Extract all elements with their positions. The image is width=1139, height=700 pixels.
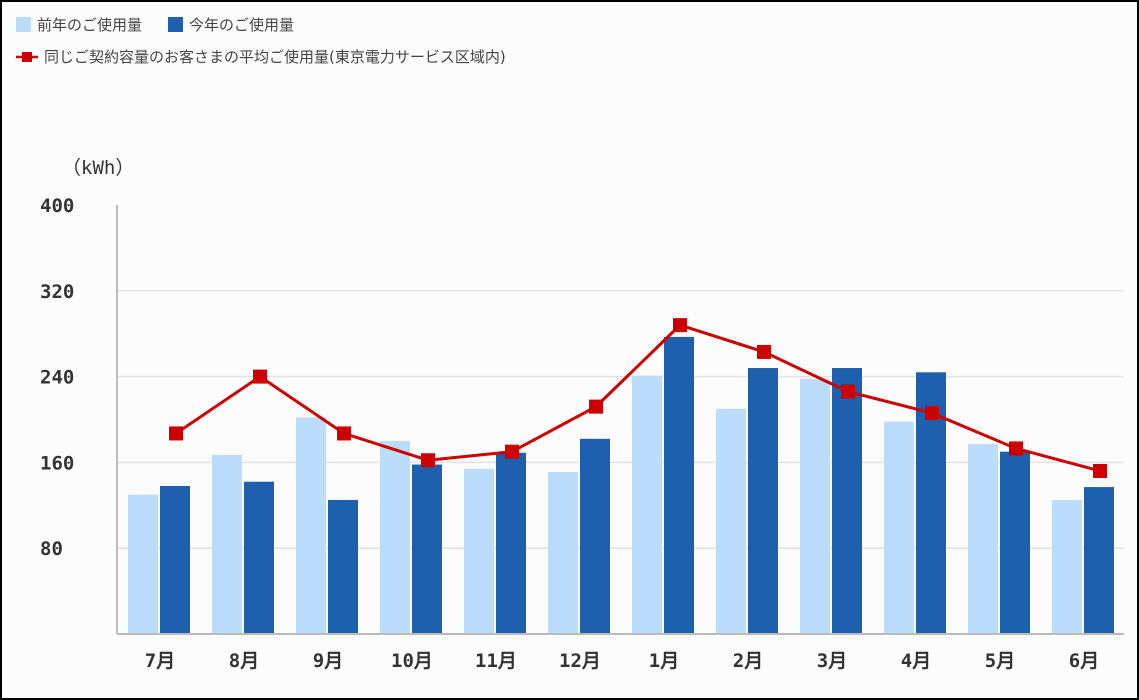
bar-this-year xyxy=(580,438,610,634)
y-tick-label: 320 xyxy=(40,281,74,303)
x-tick-label: 9月 xyxy=(313,650,343,672)
legend-line-marker-icon xyxy=(16,51,38,62)
x-tick-label: 5月 xyxy=(985,650,1015,672)
bar-this-year xyxy=(748,368,778,634)
x-tick-label: 10月 xyxy=(391,650,433,672)
bar-prev-year xyxy=(884,421,914,634)
bar-this-year xyxy=(496,452,526,634)
average-point xyxy=(1009,441,1023,456)
average-point xyxy=(589,399,603,414)
x-tick-label: 12月 xyxy=(559,650,601,672)
average-point xyxy=(757,344,771,359)
x-tick-label: 6月 xyxy=(1069,650,1099,672)
bar-prev-year xyxy=(380,440,410,634)
x-tick-label: 7月 xyxy=(145,650,175,672)
average-point xyxy=(1093,463,1107,478)
legend-label-this-year: 今年のご使用量 xyxy=(189,16,295,34)
average-point xyxy=(841,384,855,399)
x-tick-label: 1月 xyxy=(649,650,679,672)
average-point xyxy=(337,426,351,441)
bar-prev-year xyxy=(548,472,578,634)
bar-prev-year xyxy=(128,494,158,634)
average-point xyxy=(421,453,435,468)
bar-prev-year xyxy=(464,468,494,634)
bar-this-year xyxy=(664,336,694,634)
bar-prev-year xyxy=(1052,499,1082,634)
x-tick-label: 11月 xyxy=(475,650,517,672)
legend-row-bars: 前年のご使用量 今年のご使用量 xyxy=(16,14,294,35)
bar-this-year xyxy=(244,481,274,634)
x-tick-label: 4月 xyxy=(901,650,931,672)
average-point xyxy=(169,426,183,441)
bar-prev-year xyxy=(968,444,998,634)
average-point xyxy=(925,406,939,421)
bar-prev-year xyxy=(716,408,746,634)
x-tick-label: 2月 xyxy=(733,650,763,672)
legend-label-average: 同じご契約容量のお客さまの平均ご使用量(東京電力サービス区域内) xyxy=(44,48,506,66)
y-axis-label: （kWh） xyxy=(62,157,134,179)
bar-this-year xyxy=(1000,451,1030,634)
x-tick-label: 3月 xyxy=(817,650,847,672)
average-point xyxy=(673,318,687,333)
x-tick-label: 8月 xyxy=(229,650,259,672)
bar-prev-year xyxy=(296,417,326,634)
bar-this-year xyxy=(1084,487,1114,634)
bar-this-year xyxy=(412,464,442,634)
y-tick-label: 240 xyxy=(40,367,74,389)
bar-this-year xyxy=(160,485,190,634)
y-tick-label: 160 xyxy=(40,452,74,474)
legend-swatch-prev-year xyxy=(16,17,31,32)
legend-swatch-this-year xyxy=(168,17,184,32)
average-line xyxy=(175,323,1101,473)
legend-label-prev-year: 前年のご使用量 xyxy=(37,16,143,34)
y-tick-label: 80 xyxy=(40,538,63,560)
bar-prev-year xyxy=(800,378,830,634)
bar-this-year xyxy=(832,368,862,634)
average-point xyxy=(505,444,519,459)
bar-prev-year xyxy=(212,454,242,634)
average-point xyxy=(253,369,267,384)
bar-prev-year xyxy=(632,375,662,634)
legend-row-line: 同じご契約容量のお客さまの平均ご使用量(東京電力サービス区域内) xyxy=(16,46,506,67)
y-tick-label: 400 xyxy=(40,195,74,217)
bar-this-year xyxy=(328,499,358,634)
